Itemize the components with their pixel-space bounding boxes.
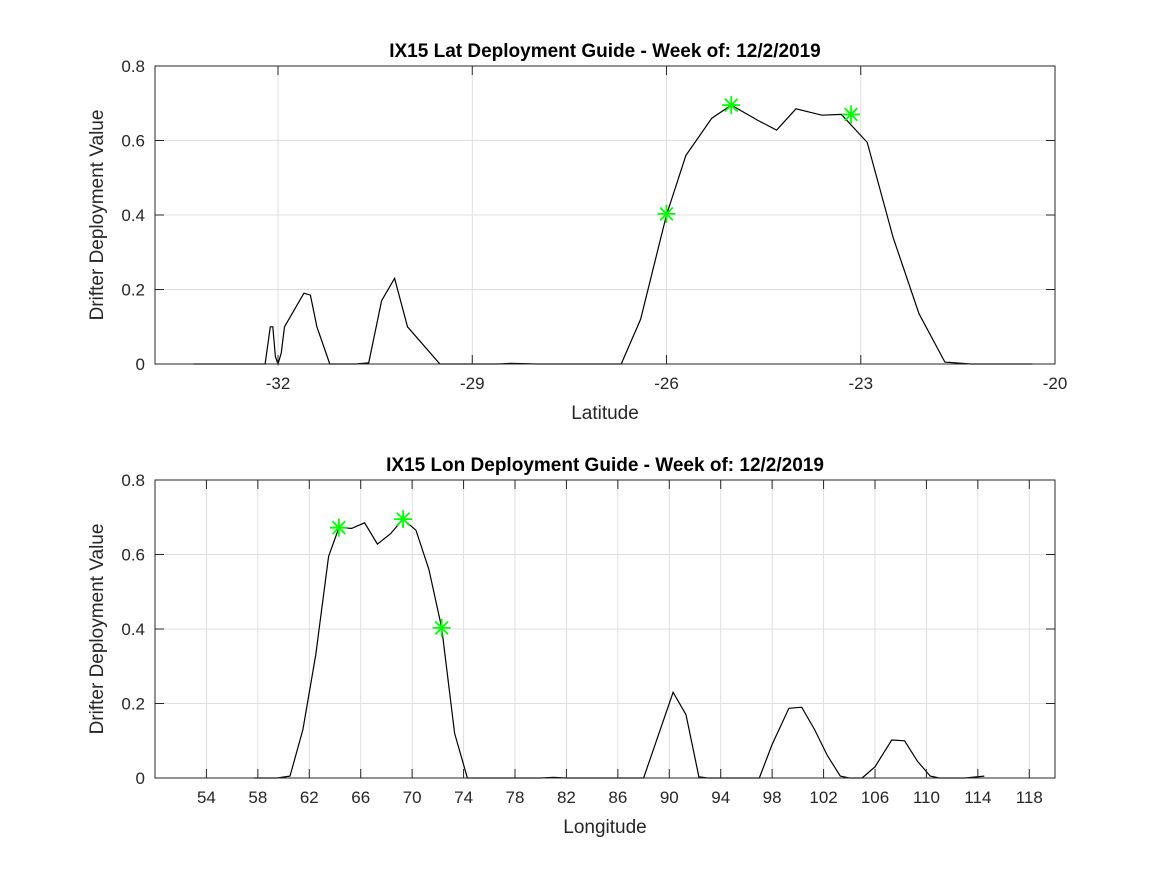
latitude-grid: [155, 65, 1056, 365]
longitude-x-tick-label: 74: [454, 788, 473, 807]
longitude-x-tick-label: 54: [197, 788, 216, 807]
latitude-ticks: -32 -29 -26 -23 -20 0 0.2 0.4 0.6 0.8: [121, 57, 1067, 393]
longitude-x-tick-label: 118: [1016, 788, 1043, 807]
longitude-x-tick-label: 114: [964, 788, 991, 807]
longitude-ticks: 54 58 62 66 70 74 78 82 86 90 94 98 102 106 110 114 118 0…: [121, 471, 1055, 807]
latitude-y-tick-label: 0.8: [121, 57, 145, 76]
latitude-y-tick-label: 0: [136, 355, 145, 374]
longitude-y-tick-label: 0.2: [121, 695, 145, 714]
longitude-x-tick-label: 78: [506, 788, 525, 807]
longitude-deployment-marker: [432, 618, 451, 637]
longitude-chart-title: IX15 Lon Deployment Guide - Week of: 12/…: [386, 455, 824, 476]
longitude-deployment-marker: [394, 510, 413, 529]
longitude-x-tick-label: 102: [809, 788, 837, 807]
longitude-chart: 54 58 62 66 70 74 78 82 86 90 94 98 102 106 110 114 118 0…: [87, 455, 1056, 838]
longitude-x-tick-label: 110: [913, 788, 940, 807]
longitude-y-tick-label: 0: [136, 769, 145, 788]
latitude-deployment-marker: [657, 204, 676, 223]
longitude-x-tick-label: 62: [300, 788, 319, 807]
latitude-y-axis-label: Drifter Deployment Value: [87, 110, 108, 321]
longitude-x-tick-label: 86: [608, 788, 627, 807]
longitude-x-tick-label: 106: [861, 788, 889, 807]
longitude-y-tick-label: 0.6: [121, 546, 145, 565]
longitude-y-axis-label: Drifter Deployment Value: [87, 524, 108, 735]
latitude-y-tick-label: 0.6: [121, 132, 145, 151]
latitude-chart: -32 -29 -26 -23 -20 0 0.2 0.4 0.6 0.8 IX15 Lat De…: [87, 41, 1067, 424]
longitude-x-tick-label: 70: [403, 788, 422, 807]
latitude-x-tick-label: -20: [1043, 374, 1068, 393]
longitude-markers: [329, 510, 451, 637]
longitude-y-tick-label: 0.4: [121, 620, 145, 639]
longitude-grid: [155, 479, 1055, 779]
latitude-x-tick-label: -29: [460, 374, 485, 393]
latitude-y-tick-label: 0.2: [121, 281, 145, 300]
latitude-x-tick-label: -23: [848, 374, 873, 393]
latitude-x-axis-label: Latitude: [571, 403, 639, 424]
latitude-series-line: [193, 104, 1033, 366]
latitude-deployment-marker: [842, 105, 861, 124]
longitude-x-tick-label: 82: [557, 788, 576, 807]
latitude-markers: [657, 96, 861, 223]
longitude-deployment-marker: [329, 518, 348, 537]
longitude-y-tick-label: 0.8: [121, 471, 145, 490]
latitude-x-tick-label: -26: [654, 374, 679, 393]
latitude-deployment-marker: [722, 96, 741, 115]
longitude-x-tick-label: 94: [711, 788, 730, 807]
longitude-x-tick-label: 58: [248, 788, 267, 807]
longitude-x-tick-label: 98: [763, 788, 782, 807]
longitude-x-tick-label: 90: [660, 788, 679, 807]
longitude-x-axis-label: Longitude: [563, 817, 646, 838]
latitude-y-tick-label: 0.4: [121, 206, 145, 225]
longitude-x-tick-label: 66: [351, 788, 370, 807]
latitude-x-tick-label: -32: [266, 374, 291, 393]
latitude-chart-title: IX15 Lat Deployment Guide - Week of: 12/…: [389, 41, 821, 62]
